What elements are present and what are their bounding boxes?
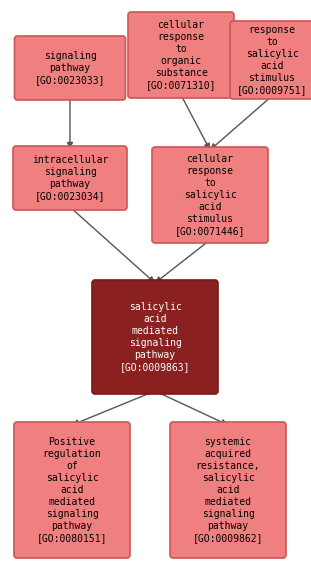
Text: intracellular
signaling
pathway
[GO:0023034]: intracellular signaling pathway [GO:0023…	[32, 155, 108, 201]
Text: signaling
pathway
[GO:0023033]: signaling pathway [GO:0023033]	[35, 51, 105, 85]
FancyBboxPatch shape	[92, 280, 218, 394]
Text: cellular
response
to
salicylic
acid
stimulus
[GO:0071446]: cellular response to salicylic acid stim…	[175, 154, 245, 236]
FancyBboxPatch shape	[170, 422, 286, 558]
FancyBboxPatch shape	[14, 422, 130, 558]
Text: cellular
response
to
organic
substance
[GO:0071310]: cellular response to organic substance […	[146, 20, 216, 90]
Text: salicylic
acid
mediated
signaling
pathway
[GO:0009863]: salicylic acid mediated signaling pathwa…	[120, 302, 190, 372]
FancyBboxPatch shape	[128, 12, 234, 98]
FancyBboxPatch shape	[230, 21, 311, 99]
Text: systemic
acquired
resistance,
salicylic
acid
mediated
signaling
pathway
[GO:0009: systemic acquired resistance, salicylic …	[193, 437, 263, 543]
Text: Positive
regulation
of
salicylic
acid
mediated
signaling
pathway
[GO:0080151]: Positive regulation of salicylic acid me…	[37, 437, 107, 543]
FancyBboxPatch shape	[13, 146, 127, 210]
FancyBboxPatch shape	[152, 147, 268, 243]
Text: response
to
salicylic
acid
stimulus
[GO:0009751]: response to salicylic acid stimulus [GO:…	[237, 25, 307, 95]
FancyBboxPatch shape	[15, 36, 126, 100]
